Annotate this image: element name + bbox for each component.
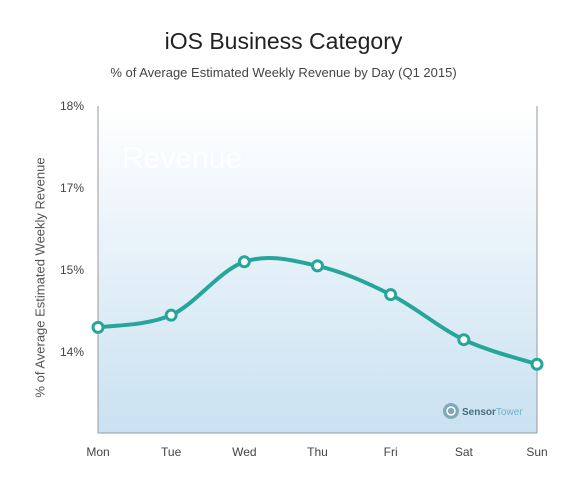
data-point [311,259,324,273]
data-point [530,357,544,371]
sensortower-brand-text: SensorTower [462,407,523,418]
x-tick-label: Wed [232,445,256,459]
sensortower-icon [443,403,459,419]
x-tick-labels: Mon Tue Wed Thu Fri Sat Sun [86,445,547,459]
y-tick-label: 17% [60,181,84,195]
watermark-revenue-text: Revenue [122,142,242,175]
x-tick-label: Sat [455,445,474,459]
data-point [384,288,398,302]
y-tick-label: 14% [60,345,84,359]
sensortower-icon-ring [446,406,456,416]
x-tick-label: Tue [161,445,182,459]
data-point [164,308,178,322]
x-tick-label: Sun [526,445,547,459]
data-point [237,255,251,269]
y-tick-label: 18% [60,99,84,113]
data-point [457,333,471,347]
chart-subtitle: % of Average Estimated Weekly Revenue by… [110,65,457,80]
sensortower-logo: SensorTower [443,403,523,419]
data-points [91,255,544,371]
x-tick-label: Mon [86,445,109,459]
x-tick-label: Fri [384,445,398,459]
y-tick-label: 15% [60,263,84,277]
data-point [91,320,105,334]
x-tick-label: Thu [307,445,328,459]
y-tick-labels: 18% 17% 15% 14% [60,99,84,359]
brand-sensor: Sensor [462,407,496,418]
brand-tower: Tower [496,407,523,418]
chart-title: iOS Business Category [164,28,403,54]
